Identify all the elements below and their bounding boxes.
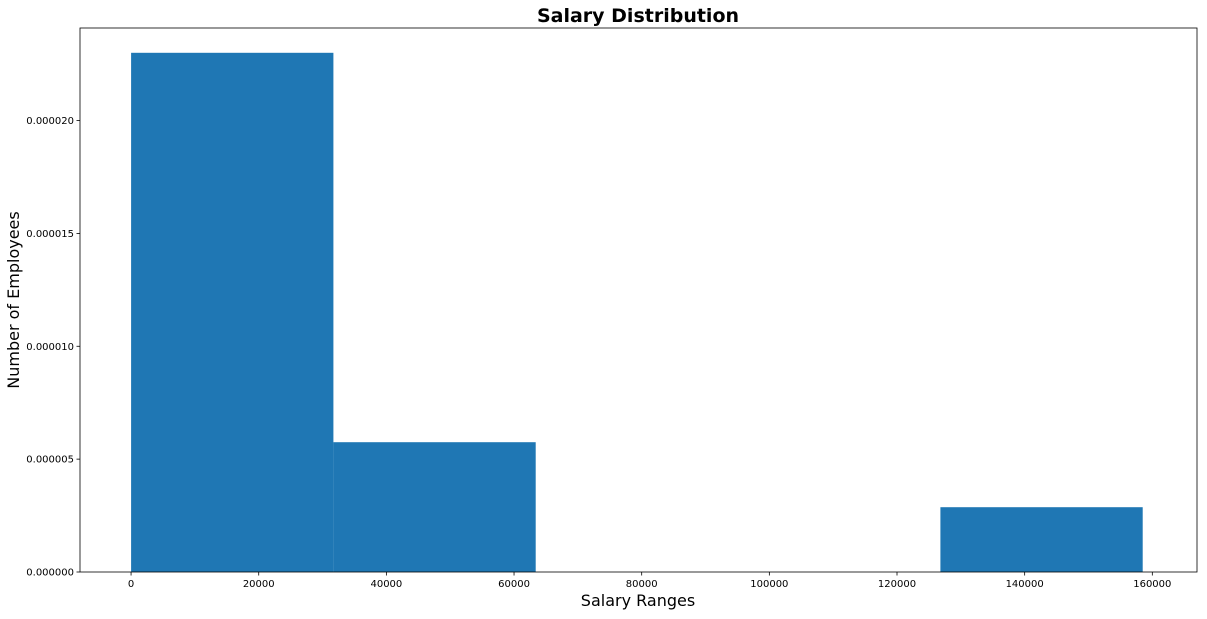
y-tick-label: 0.000005 xyxy=(26,455,74,466)
x-tick-label: 40000 xyxy=(370,579,402,590)
x-axis-label: Salary Ranges xyxy=(581,591,695,610)
x-tick-label: 0 xyxy=(128,579,134,590)
histogram-bar-1 xyxy=(333,442,536,572)
x-tick-label: 100000 xyxy=(750,579,788,590)
y-tick-label: 0.000020 xyxy=(26,116,74,127)
x-tick-label: 80000 xyxy=(626,579,658,590)
histogram-bar-4 xyxy=(940,507,1143,572)
x-axis: 0 20000 40000 60000 80000 100000 120000 140000 1… xyxy=(128,572,1171,590)
plot-frame xyxy=(79,27,1198,573)
y-axis-label: Number of Employees xyxy=(4,211,23,388)
histogram-bar-0 xyxy=(131,52,334,573)
bars-group xyxy=(131,52,1143,573)
x-tick-label: 20000 xyxy=(243,579,275,590)
x-tick-label: 60000 xyxy=(498,579,530,590)
y-tick-label: 0.000010 xyxy=(26,342,74,353)
y-axis: 0.000000 0.000005 0.000010 0.000015 0.000020 xyxy=(26,116,80,579)
x-tick-label: 140000 xyxy=(1006,579,1044,590)
chart-title: Salary Distribution xyxy=(537,5,739,27)
x-tick-label: 120000 xyxy=(878,579,916,590)
y-tick-label: 0.000015 xyxy=(26,229,74,240)
x-tick-label: 160000 xyxy=(1133,579,1171,590)
y-tick-label: 0.000000 xyxy=(26,568,74,579)
